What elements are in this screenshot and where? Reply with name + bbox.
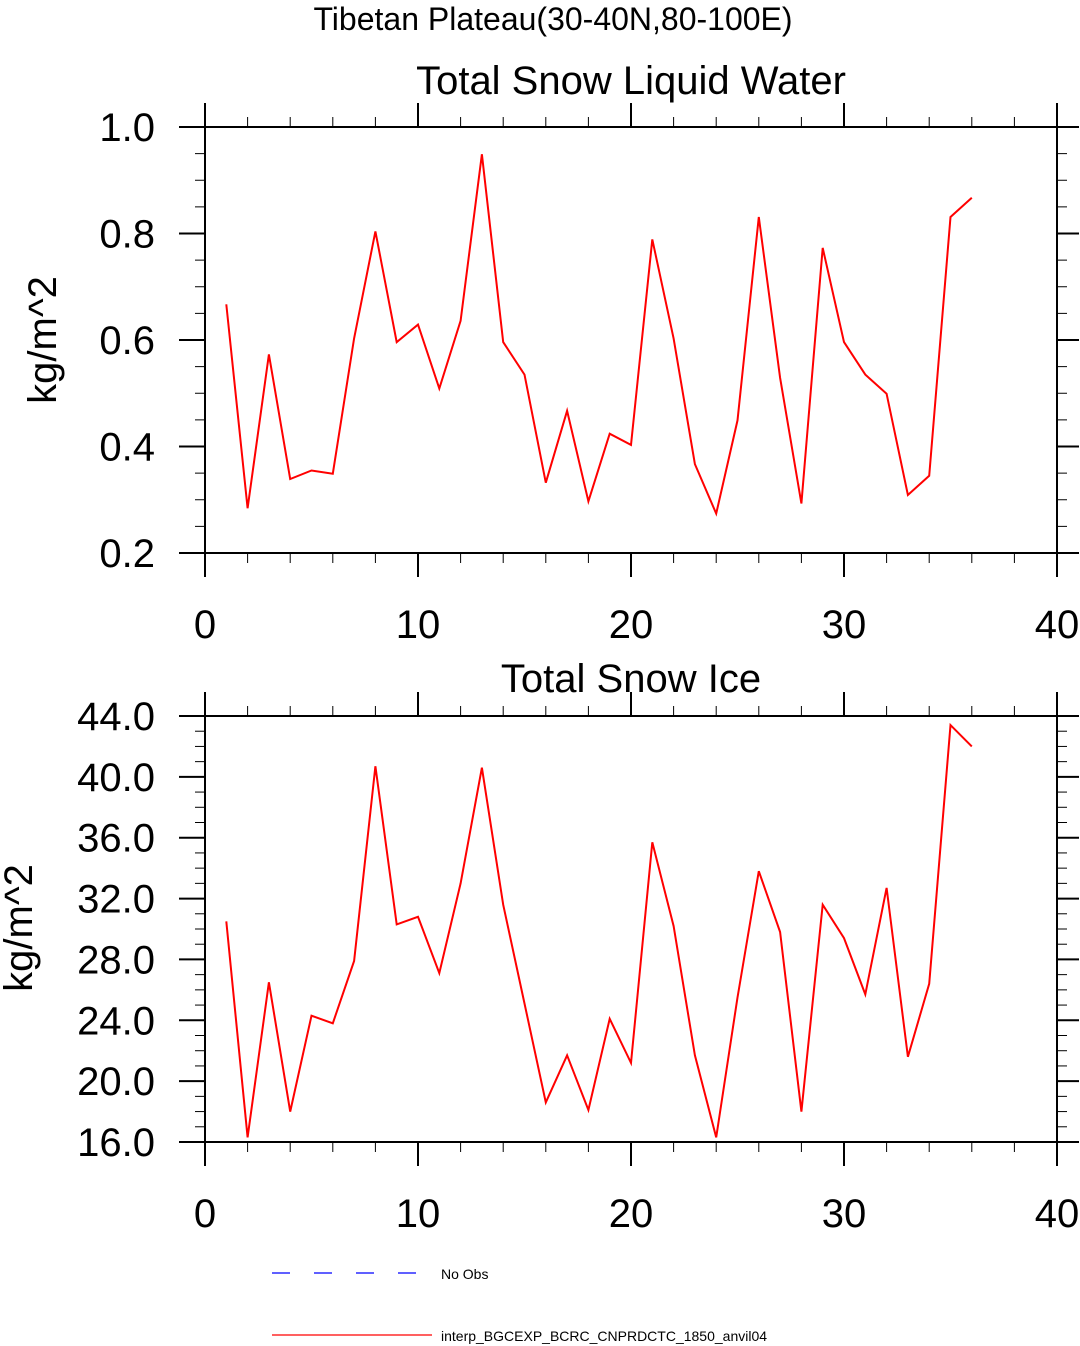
- y-tick-label: 28.0: [77, 938, 155, 982]
- y-tick-label: 24.0: [77, 999, 155, 1043]
- y-tick-label: 16.0: [77, 1121, 155, 1165]
- x-tick-label: 40: [1035, 603, 1080, 647]
- panel-total-snow-liquid-water: Total Snow Liquid Water kg/m^2 0.2 0.4 0.6…: [21, 59, 1079, 647]
- y-tick-label: 36.0: [77, 817, 155, 861]
- x-tick-label: 0: [194, 1192, 216, 1236]
- legend: No Obs interp_BGCEXP_BCRC_CNPRDCTC_1850_…: [272, 1266, 767, 1344]
- y-tick-label: 1.0: [99, 106, 155, 150]
- plot-frame: [204, 126, 1058, 554]
- plot-frame: [204, 715, 1058, 1143]
- y-axis-label: kg/m^2: [21, 276, 65, 404]
- y-tick-label: 20.0: [77, 1060, 155, 1104]
- series-line: [225, 154, 973, 517]
- legend-label-no-obs: No Obs: [441, 1266, 488, 1282]
- y-axis-label: kg/m^2: [0, 864, 41, 992]
- y-tick-label: 44.0: [77, 695, 155, 739]
- x-tick-label: 10: [396, 1192, 441, 1236]
- x-tick-label: 20: [609, 1192, 654, 1236]
- series-line: [225, 722, 973, 1138]
- y-tick-label: 0.2: [99, 532, 155, 576]
- y-tick-label: 0.8: [99, 213, 155, 257]
- y-tick-label: 32.0: [77, 878, 155, 922]
- x-tick-label: 30: [822, 603, 867, 647]
- chart-title: Total Snow Liquid Water: [416, 59, 846, 103]
- x-tick-label: 10: [396, 603, 441, 647]
- x-tick-label: 0: [194, 603, 216, 647]
- figure-title: Tibetan Plateau(30-40N,80-100E): [313, 1, 792, 37]
- x-tick-label: 30: [822, 1192, 867, 1236]
- x-tick-label: 20: [609, 603, 654, 647]
- panel-total-snow-ice: Total Snow Ice kg/m^2 16.020.024.028.032…: [0, 657, 1079, 1236]
- y-tick-label: 40.0: [77, 756, 155, 800]
- y-tick-label: 0.6: [99, 319, 155, 363]
- y-tick-label: 0.4: [99, 426, 155, 470]
- legend-label-model: interp_BGCEXP_BCRC_CNPRDCTC_1850_anvil04: [441, 1328, 767, 1344]
- x-tick-label: 40: [1035, 1192, 1080, 1236]
